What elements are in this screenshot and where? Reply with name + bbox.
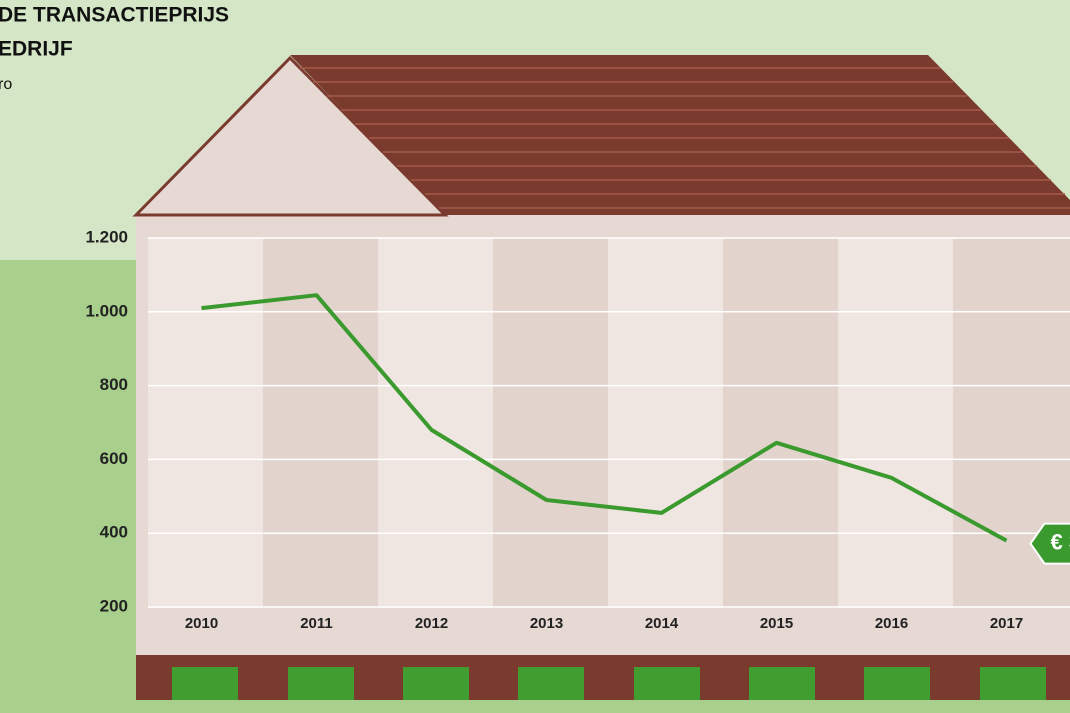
fence-boxes [172, 667, 1046, 700]
barn-roof [290, 55, 1070, 215]
x-tick-label: 2015 [760, 615, 793, 632]
plot: 200 400 600 800 1.000 1.200 2010 2011 2012 2013 20… [85, 227, 1070, 632]
annotation-tag [1029, 522, 1070, 565]
y-tick-label: 400 [100, 523, 128, 542]
chart-title: DE TRANSACTIEPRIJS [0, 4, 229, 27]
x-tick-label: 2017 [990, 615, 1023, 632]
x-tick-label: 2014 [645, 615, 679, 632]
y-tick-label: 600 [100, 449, 128, 468]
x-tick-label: 2012 [415, 615, 448, 632]
barn-gable [132, 55, 449, 217]
grass-left [0, 260, 140, 713]
y-tick-label: 1.200 [85, 227, 128, 246]
chart-title: EDRIJF [0, 38, 73, 61]
annotation: € 3 [1051, 529, 1070, 554]
x-tick-label: 2016 [875, 615, 908, 632]
x-tick-label: 2010 [185, 615, 218, 632]
x-tick-label: 2011 [300, 615, 333, 632]
grass-bottom [0, 700, 1070, 713]
columns [148, 238, 1070, 608]
x-tick-label: 2013 [530, 615, 563, 632]
y-tick-label: 1.000 [85, 301, 128, 320]
y-tick-label: 800 [100, 375, 128, 394]
roof-stripes [300, 67, 1070, 209]
y-tick-label: 200 [100, 596, 128, 615]
chart-subtitle: ro [0, 76, 12, 93]
data-line [201, 293, 1008, 543]
